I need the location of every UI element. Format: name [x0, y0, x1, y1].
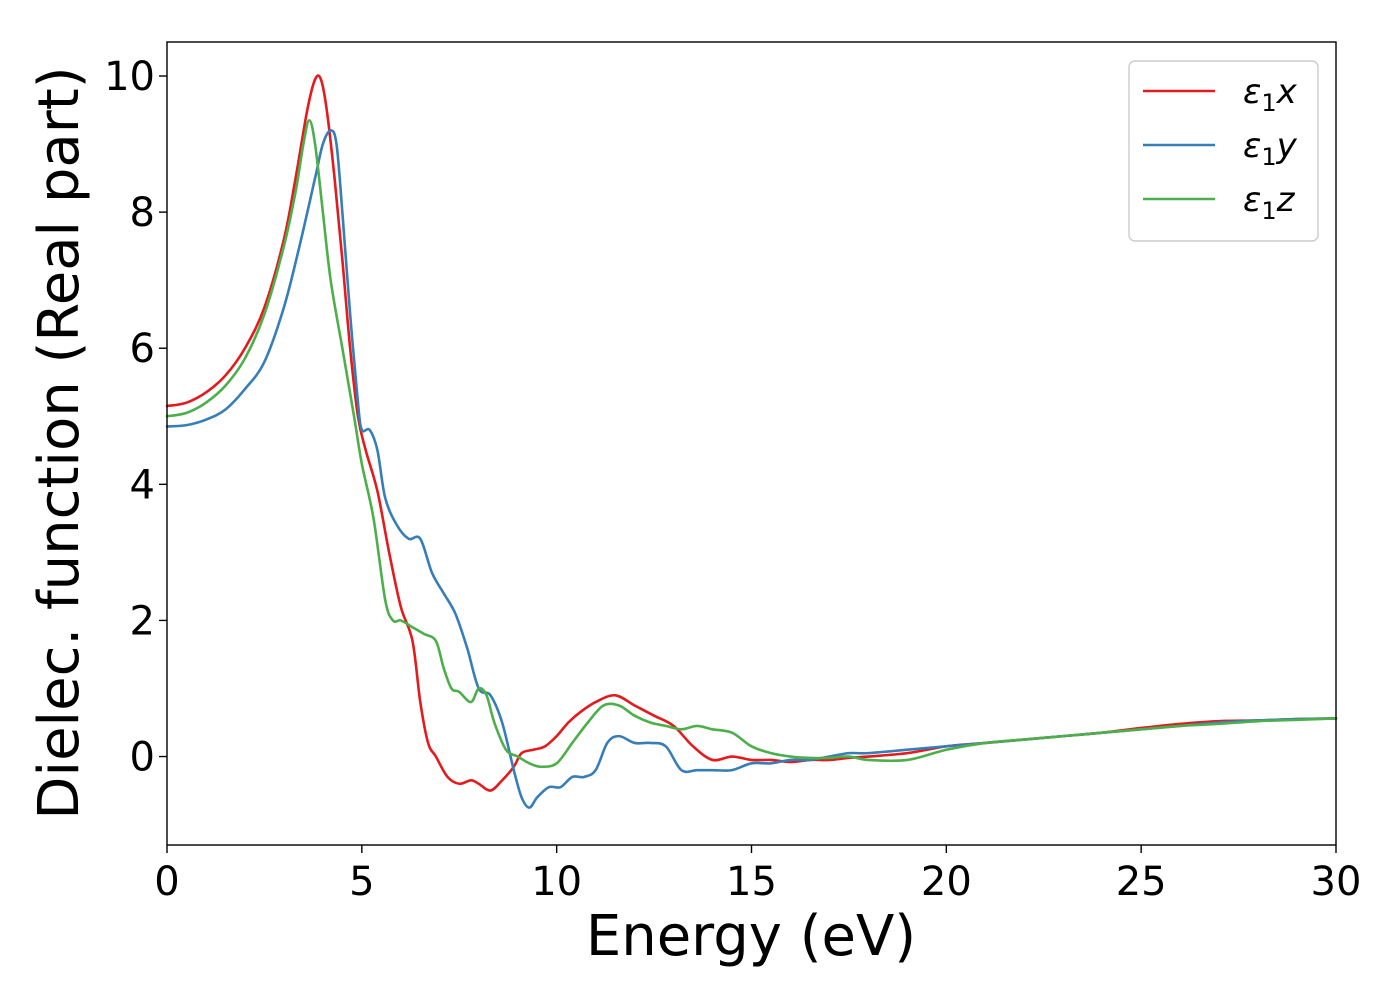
series-line-x [165, 74, 1338, 792]
y-tick-label: 10 [104, 54, 155, 100]
legend-label-z: ε1z [1243, 180, 1296, 225]
x-tick-label: 30 [1311, 859, 1362, 905]
legend-label-x: ε1x [1243, 72, 1298, 117]
y-axis-label: Dielec. function (Real part) [27, 66, 92, 819]
x-tick-label: 10 [531, 859, 582, 905]
legend-label-y: ε1y [1243, 126, 1298, 171]
legend-frame [1128, 60, 1319, 242]
x-tick-label: 15 [726, 859, 777, 905]
y-tick-label: 6 [130, 326, 155, 372]
y-tick-label: 2 [130, 598, 155, 644]
y-tick-label: 0 [130, 735, 155, 781]
x-tick-label: 25 [1116, 859, 1167, 905]
legend: ε1x ε1y ε1z [1128, 60, 1319, 242]
x-axis-label: Energy (eV) [586, 904, 916, 969]
y-tick-label: 8 [130, 190, 155, 236]
x-tick-label: 20 [921, 859, 972, 905]
x-axis-ticks: 0 5 10 15 20 25 30 [154, 845, 1361, 905]
series-line-z [165, 118, 1338, 769]
series-layer [165, 74, 1338, 809]
y-tick-label: 4 [130, 462, 155, 508]
x-tick-label: 0 [154, 859, 179, 905]
x-tick-label: 5 [349, 859, 374, 905]
y-axis-ticks: 0 2 4 6 8 10 [104, 54, 167, 781]
series-line-y [165, 129, 1338, 809]
